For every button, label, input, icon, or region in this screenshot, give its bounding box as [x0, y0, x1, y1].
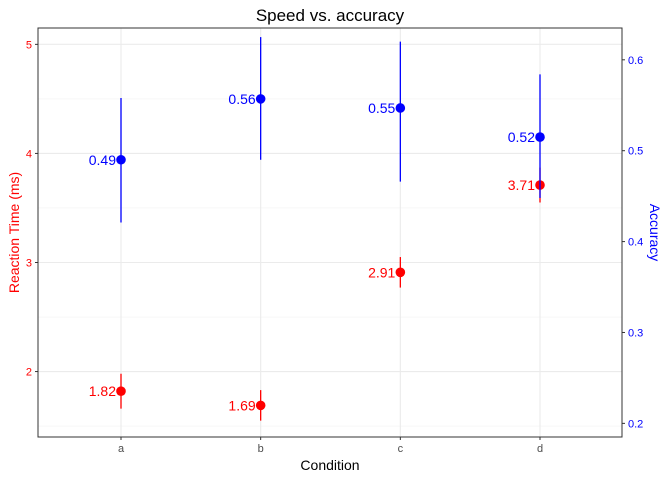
data-point: [255, 94, 266, 104]
data-label: 0.52: [508, 129, 535, 145]
y2-tick-label: 0.4: [628, 237, 643, 249]
data-label: 1.69: [228, 397, 255, 413]
data-label: 0.55: [368, 100, 395, 116]
y-tick-label: 2: [26, 367, 32, 379]
data-label: 2.91: [368, 264, 395, 280]
data-marks: 1.82 1.69 2.91 3.71 0.49 0.56 0.55 0.52: [89, 37, 545, 421]
data-point: [535, 132, 545, 142]
axis-ticks: 2 3 4 5 0.2 0.3 0.4 0.5 0.6 a b c d: [26, 39, 643, 455]
y-tick-label: 5: [26, 39, 32, 51]
data-point: [395, 267, 406, 278]
y-tick-label: 3: [26, 257, 32, 269]
x-tick-label: a: [118, 443, 125, 455]
data-label: 0.56: [228, 91, 255, 107]
chart-title: Speed vs. accuracy: [256, 6, 405, 25]
data-point: [255, 400, 266, 411]
data-label: 1.82: [89, 383, 116, 399]
plot-panel: [38, 28, 622, 437]
data-point: [395, 103, 406, 113]
y2-tick-label: 0.6: [628, 55, 643, 67]
y2-axis-title: Accuracy: [647, 204, 663, 262]
data-label: 3.71: [508, 177, 535, 193]
x-axis-title: Condition: [300, 457, 359, 473]
data-point: [116, 386, 126, 396]
x-tick-label: b: [258, 443, 264, 455]
plot-border: [37, 27, 623, 438]
x-tick-label: c: [398, 443, 404, 455]
x-tick-label: d: [537, 443, 543, 455]
data-point: [116, 154, 126, 165]
data-label: 0.49: [89, 152, 116, 168]
y2-tick-label: 0.3: [628, 327, 643, 339]
y-tick-label: 4: [26, 148, 32, 160]
y2-tick-label: 0.2: [628, 418, 643, 430]
y-axis-title: Reaction Time (ms): [6, 172, 22, 293]
y2-tick-label: 0.5: [628, 146, 643, 158]
